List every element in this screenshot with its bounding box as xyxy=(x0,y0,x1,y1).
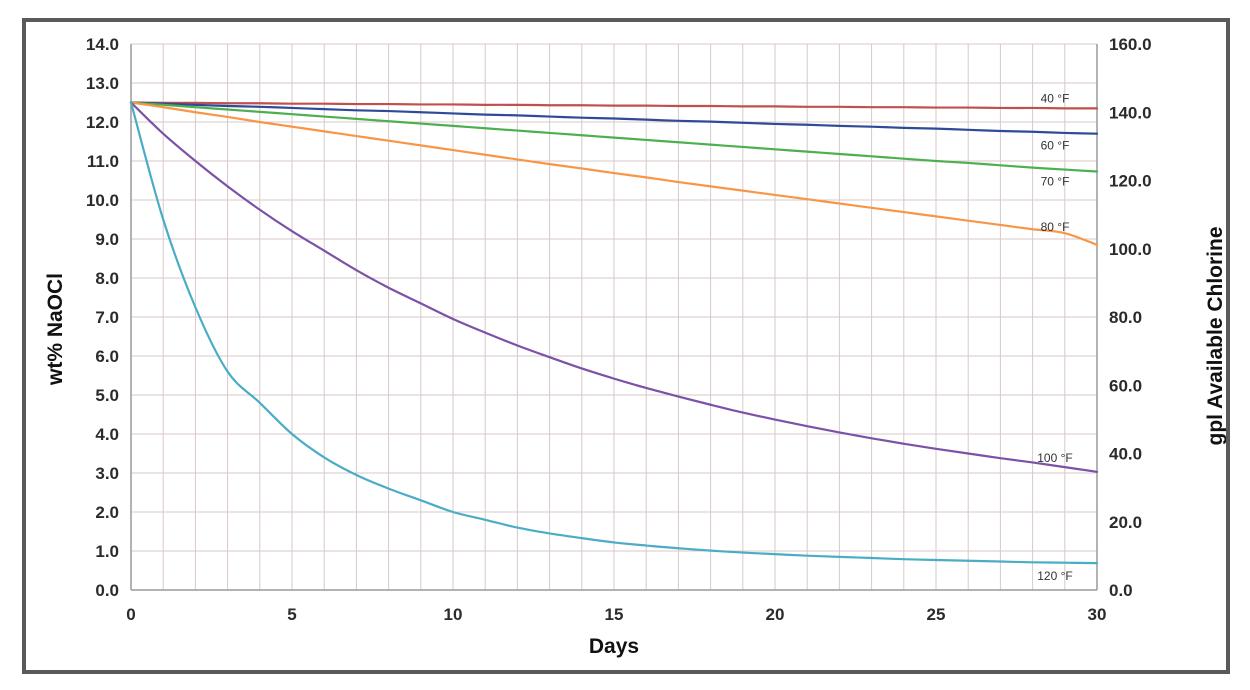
series-line xyxy=(129,101,1099,110)
y-tick-label: 7.0 xyxy=(95,308,119,327)
y-tick-label: 13.0 xyxy=(86,74,119,93)
y2-axis-title: gpl Available Chlorine xyxy=(1204,227,1226,446)
y-tick-label: 5.0 xyxy=(95,386,119,405)
y-tick-label: 10.0 xyxy=(86,191,119,210)
x-tick-label: 0 xyxy=(126,605,135,624)
y-tick-label: 1.0 xyxy=(95,542,119,561)
x-tick-label: 25 xyxy=(927,605,946,624)
tick-labels: 0.0 1.0 2.0 3.0 4.0 5.0 6.0 7.0 8.0 9.0 10.0 11.0 12… xyxy=(86,35,1152,624)
x-tick-label: 30 xyxy=(1088,605,1107,624)
y-tick-label: 9.0 xyxy=(95,230,119,249)
y2-tick-label: 120.0 xyxy=(1109,172,1152,191)
x-axis-title: Days xyxy=(589,635,639,658)
y2-tick-label: 40.0 xyxy=(1109,445,1142,464)
series-label: 70 °F xyxy=(1041,175,1070,189)
series-label: 120 °F xyxy=(1037,569,1072,583)
grid xyxy=(130,43,1098,591)
y2-tick-label: 60.0 xyxy=(1109,376,1142,395)
axes xyxy=(130,44,1098,591)
y-tick-label: 2.0 xyxy=(95,503,119,522)
series-line xyxy=(129,101,1099,246)
y2-tick-label: 100.0 xyxy=(1109,240,1152,259)
y-tick-label: 14.0 xyxy=(86,35,119,54)
y2-tick-label: 160.0 xyxy=(1109,35,1152,54)
series-labels: 40 °F 60 °F 70 °F 80 °F 100 °F 120 °F xyxy=(1037,91,1072,583)
series-line xyxy=(129,101,1099,135)
line-chart: 40 °F 60 °F 70 °F 80 °F 100 °F 120 °F 0.0 1.0 2… xyxy=(44,35,1226,658)
y-axis-title: wt% NaOCl xyxy=(44,273,67,386)
x-tick-label: 10 xyxy=(444,605,463,624)
y-tick-label: 11.0 xyxy=(87,152,119,171)
y-tick-label: 12.0 xyxy=(86,113,119,132)
series-line xyxy=(129,101,1099,473)
y-tick-label: 4.0 xyxy=(95,425,119,444)
series-line xyxy=(129,101,1099,565)
series-line xyxy=(129,101,1099,173)
y-tick-label: 3.0 xyxy=(95,464,119,483)
series-label: 40 °F xyxy=(1041,91,1070,105)
x-tick-label: 15 xyxy=(605,605,624,624)
y-tick-label: 0.0 xyxy=(95,581,119,600)
series-label: 80 °F xyxy=(1041,220,1070,234)
y-tick-label: 6.0 xyxy=(95,347,119,366)
x-tick-label: 20 xyxy=(766,605,785,624)
series-label: 60 °F xyxy=(1041,139,1070,153)
y2-tick-label: 140.0 xyxy=(1109,103,1152,122)
y2-tick-label: 20.0 xyxy=(1109,513,1142,532)
series-label: 100 °F xyxy=(1037,451,1072,465)
y2-tick-label: 80.0 xyxy=(1109,308,1142,327)
series-lines xyxy=(129,101,1099,565)
chart-frame: 40 °F 60 °F 70 °F 80 °F 100 °F 120 °F 0.0 1.0 2… xyxy=(22,18,1230,674)
y-tick-label: 8.0 xyxy=(95,269,119,288)
x-tick-label: 5 xyxy=(287,605,296,624)
y2-tick-label: 0.0 xyxy=(1109,581,1133,600)
